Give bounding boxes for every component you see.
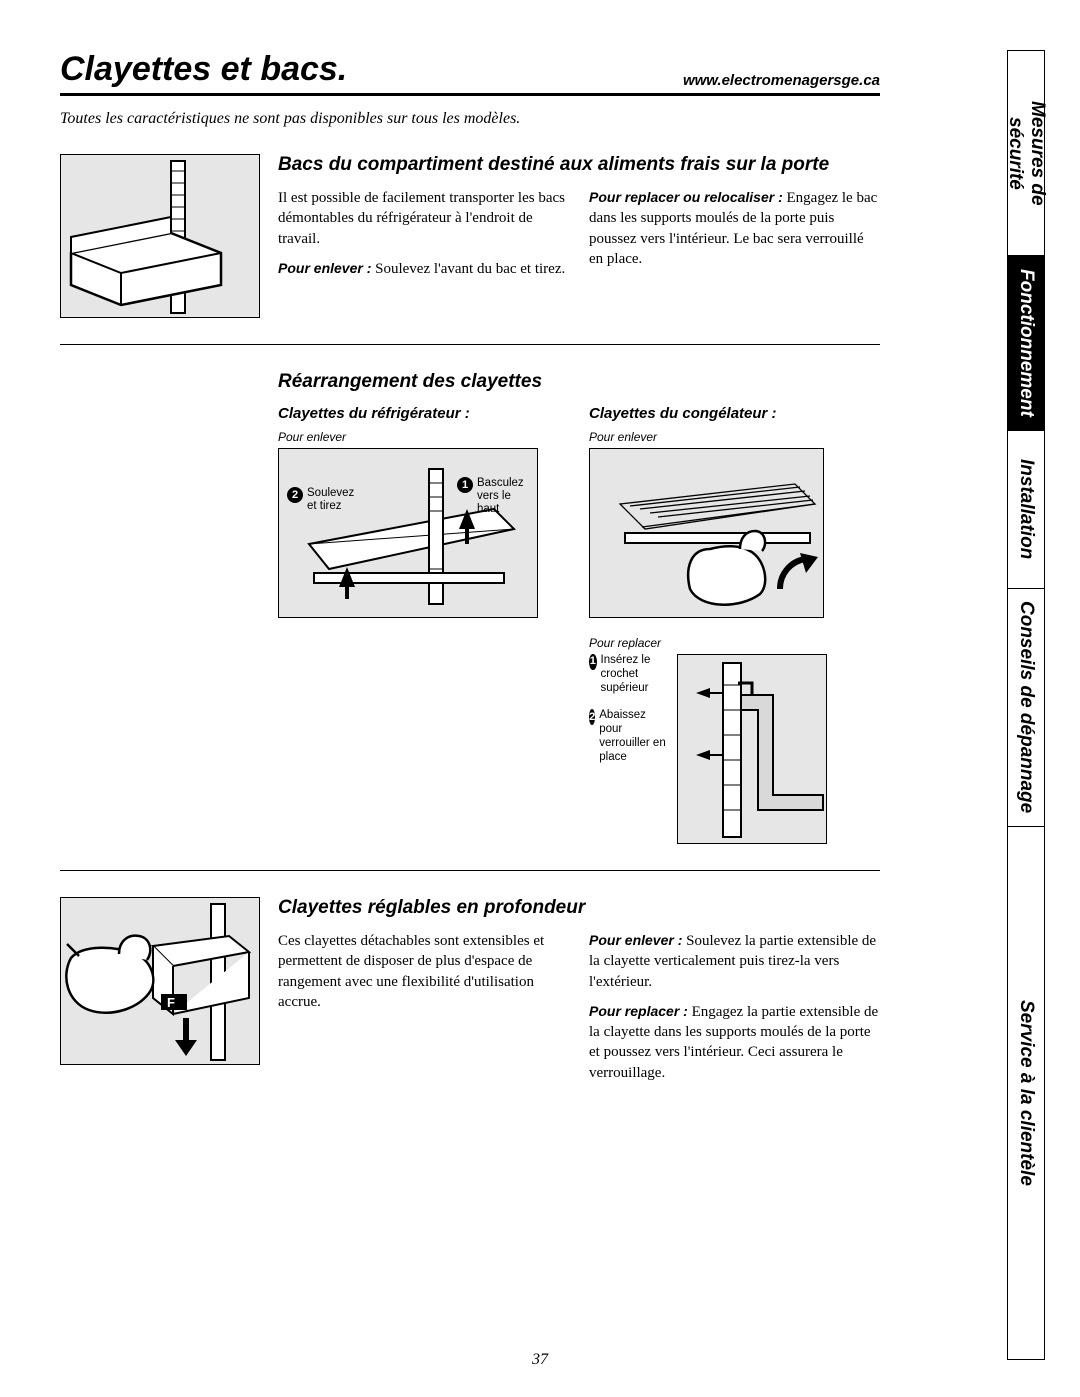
caption-replace-freezer: Pour replacer bbox=[589, 636, 880, 650]
fridge-step2: Soulevez et tirez bbox=[307, 487, 362, 513]
page-header: Clayettes et bacs. www.electromenagersge… bbox=[60, 50, 880, 96]
text-remove: Soulevez l'avant du bac et tirez. bbox=[375, 261, 565, 277]
caption-remove-freezer: Pour enlever bbox=[589, 430, 880, 444]
section-door-bins: Bacs du compartiment destiné aux aliment… bbox=[60, 154, 880, 345]
sec1-replace: Pour replacer ou relocaliser : Engagez l… bbox=[589, 188, 880, 269]
sec3-replace: Pour replacer : Engagez la partie extens… bbox=[589, 1002, 880, 1083]
freezer-r-step2: Abaissez pour verrouiller en place bbox=[599, 709, 667, 764]
intro-note: Toutes les caractéristiques ne sont pas … bbox=[60, 110, 880, 128]
badge-1-icon: 1 bbox=[457, 477, 473, 493]
tab-fonctionnement[interactable]: Fonctionnement bbox=[1008, 256, 1044, 431]
label-remove: Pour enlever : bbox=[278, 260, 371, 276]
badge-2b-icon: 2 bbox=[589, 709, 595, 725]
label-replace: Pour replacer ou relocaliser : bbox=[589, 189, 783, 205]
section-depth-shelves: F Clayettes réglables en profondeur Ces … bbox=[60, 897, 880, 1119]
illustration-door-bin bbox=[60, 154, 260, 318]
sec1-title: Bacs du compartiment destiné aux aliment… bbox=[278, 154, 880, 176]
illustration-depth-shelf: F bbox=[60, 897, 260, 1065]
svg-text:F: F bbox=[167, 995, 175, 1010]
badge-2-icon: 2 bbox=[287, 487, 303, 503]
tab-installation[interactable]: Installation bbox=[1008, 431, 1044, 589]
freezer-shelves-label: Clayettes du congélateur : bbox=[589, 405, 880, 422]
tab-service[interactable]: Service à la clientèle bbox=[1008, 827, 1044, 1359]
freezer-r-step1: Insérez le crochet supérieur bbox=[601, 654, 668, 695]
sec1-left-para: Il est possible de facilement transporte… bbox=[278, 188, 569, 249]
section-tabs: Mesures de sécurité Fonctionnement Insta… bbox=[1007, 50, 1045, 1360]
tab-depannage[interactable]: Conseils de dépannage bbox=[1008, 589, 1044, 827]
tab-securite[interactable]: Mesures de sécurité bbox=[1008, 51, 1044, 256]
sec3-remove-label: Pour enlever : bbox=[589, 932, 682, 948]
fridge-shelves-label: Clayettes du réfrigérateur : bbox=[278, 405, 569, 422]
diagram-fridge-shelf: 2 Soulevez et tirez 1 Basculez vers le h… bbox=[278, 448, 538, 618]
caption-remove-fridge: Pour enlever bbox=[278, 430, 569, 444]
sec3-title: Clayettes réglables en profondeur bbox=[278, 897, 880, 919]
page-url: www.electromenagersge.ca bbox=[683, 72, 880, 89]
diagram-freezer-replace bbox=[677, 654, 827, 844]
fridge-step1: Basculez vers le haut bbox=[477, 477, 532, 517]
sec3-left-para: Ces clayettes détachables sont extensibl… bbox=[278, 931, 569, 1012]
sec2-title: Réarrangement des clayettes bbox=[278, 371, 880, 393]
diagram-freezer-remove bbox=[589, 448, 824, 618]
page-title: Clayettes et bacs. bbox=[60, 50, 347, 89]
sec3-remove: Pour enlever : Soulevez la partie extens… bbox=[589, 931, 880, 992]
sec3-replace-label: Pour replacer : bbox=[589, 1003, 688, 1019]
badge-1b-icon: 1 bbox=[589, 654, 597, 670]
section-rearrange: Réarrangement des clayettes Clayettes du… bbox=[60, 371, 880, 871]
sec1-remove: Pour enlever : Soulevez l'avant du bac e… bbox=[278, 259, 569, 279]
page-number: 37 bbox=[532, 1351, 548, 1369]
